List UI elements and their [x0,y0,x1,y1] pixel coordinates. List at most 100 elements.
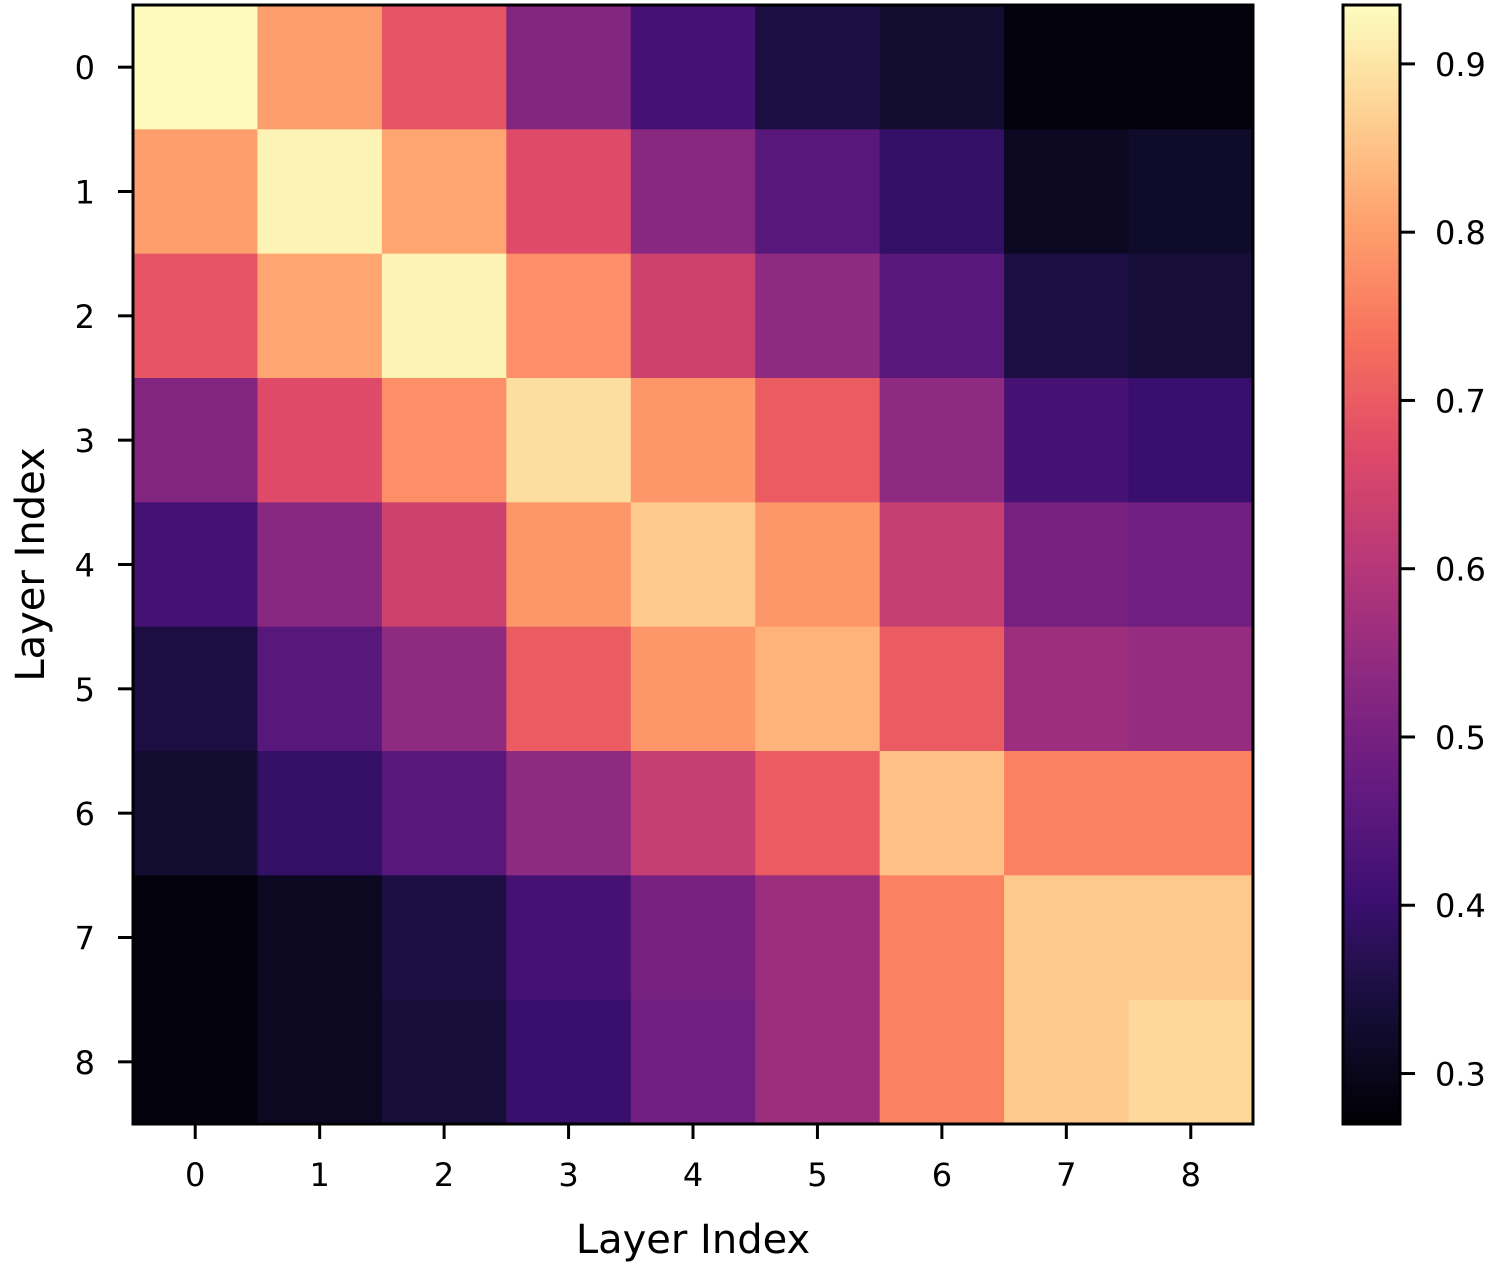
heatmap-cell-r2-c0 [133,253,259,379]
heatmap-cell-r5-c6 [879,626,1005,752]
heatmap-cell-r5-c0 [133,626,259,752]
heatmap-cell-r5-c5 [755,626,881,752]
y-tick-label: 5 [75,671,95,709]
colorbar [1343,5,1400,1124]
heatmap-cell-r6-c3 [506,751,632,876]
heatmap-cell-r3-c3 [506,378,632,503]
heatmap-cell-r4-c6 [879,502,1005,628]
colorbar-tick-label: 0.9 [1435,46,1486,84]
heatmap-cell-r0-c1 [257,5,383,130]
heatmap-cell-r2-c7 [1004,253,1130,379]
x-tick-label: 4 [683,1156,703,1194]
heatmap-cell-r5-c3 [506,626,632,752]
x-tick-label: 6 [932,1156,952,1194]
heatmap-cell-r4-c0 [133,502,259,628]
heatmap-cell-r7-c2 [381,875,507,1001]
heatmap-cell-r6-c6 [879,751,1005,876]
colorbar-frame [1341,3,1402,1126]
heatmap-cell-r8-c7 [1004,999,1130,1125]
heatmap-cells [133,5,1254,1125]
heatmap-cell-r2-c8 [1128,253,1254,379]
heatmap-cell-r5-c4 [630,626,756,752]
heatmap-cell-r1-c3 [506,129,632,255]
heatmap-cell-r7-c3 [506,875,632,1001]
y-tick-label: 8 [75,1044,95,1082]
x-tick-label: 7 [1056,1156,1076,1194]
heatmap-cell-r6-c8 [1128,751,1254,876]
heatmap-cell-r8-c2 [381,999,507,1125]
heatmap-cell-r1-c7 [1004,129,1130,255]
heatmap-cell-r8-c1 [257,999,383,1125]
heatmap-cell-r8-c3 [506,999,632,1125]
heatmap-cell-r2-c1 [257,253,383,379]
heatmap-cell-r3-c0 [133,378,259,503]
heatmap-cell-r8-c4 [630,999,756,1125]
heatmap-cell-r1-c8 [1128,129,1254,255]
heatmap-cell-r0-c4 [630,5,756,130]
heatmap-cell-r4-c8 [1128,502,1254,628]
y-axis-ticks: 0 1 2 3 4 5 6 7 8 [75,49,133,1082]
heatmap-cell-r6-c0 [133,751,259,876]
x-axis-ticks: 0 1 2 3 4 5 6 7 8 [185,1124,1201,1194]
colorbar-tick-label: 0.8 [1435,214,1486,252]
heatmap-cell-r3-c5 [755,378,881,503]
y-tick-label: 4 [75,547,95,585]
y-tick-label: 1 [75,174,95,212]
x-tick-label: 2 [434,1156,454,1194]
x-tick-label: 8 [1181,1156,1201,1194]
heatmap-cell-r6-c7 [1004,751,1130,876]
heatmap-cell-r0-c0 [133,5,259,130]
heatmap-cell-r7-c6 [879,875,1005,1001]
heatmap-cell-r3-c1 [257,378,383,503]
heatmap-cell-r1-c2 [381,129,507,255]
colorbar-tick-label: 0.3 [1435,1056,1486,1094]
heatmap-cell-r2-c5 [755,253,881,379]
heatmap-cell-r6-c2 [381,751,507,876]
heatmap-cell-r7-c5 [755,875,881,1001]
heatmap-cell-r7-c0 [133,875,259,1001]
heatmap-cell-r8-c8 [1128,999,1254,1125]
heatmap-cell-r7-c4 [630,875,756,1001]
heatmap-cell-r6-c4 [630,751,756,876]
colorbar-tick-label: 0.5 [1435,719,1486,757]
y-tick-label: 0 [75,49,95,87]
heatmap-cell-r1-c4 [630,129,756,255]
heatmap-cell-r5-c2 [381,626,507,752]
x-tick-label: 1 [309,1156,329,1194]
heatmap-cell-r0-c8 [1128,5,1254,130]
heatmap-cell-r2-c3 [506,253,632,379]
heatmap-cell-r7-c8 [1128,875,1254,1001]
colorbar-tick-label: 0.7 [1435,382,1486,420]
colorbar-ticks: 0.3 0.4 0.5 0.6 0.7 0.8 0.9 [1400,46,1486,1094]
y-axis-label: Layer Index [8,447,54,681]
heatmap-cell-r1-c5 [755,129,881,255]
heatmap-cell-r3-c6 [879,378,1005,503]
colorbar-tick-label: 0.4 [1435,887,1486,925]
heatmap-cell-r1-c1 [257,129,383,255]
heatmap-cell-r7-c1 [257,875,383,1001]
heatmap-cell-r4-c7 [1004,502,1130,628]
colorbar-tick-label: 0.6 [1435,551,1486,589]
heatmap-cell-r8-c0 [133,999,259,1125]
heatmap-cell-r4-c5 [755,502,881,628]
heatmap-cell-r4-c4 [630,502,756,628]
heatmap-cell-r6-c1 [257,751,383,876]
heatmap-cell-r4-c3 [506,502,632,628]
y-tick-label: 2 [75,298,95,336]
heatmap-cell-r8-c6 [879,999,1005,1125]
heatmap-cell-r1-c6 [879,129,1005,255]
heatmap-cell-r1-c0 [133,129,259,255]
heatmap-cell-r6-c5 [755,751,881,876]
heatmap-cell-r0-c5 [755,5,881,130]
heatmap-cell-r2-c4 [630,253,756,379]
heatmap-cell-r2-c2 [381,253,507,379]
heatmap-cell-r7-c7 [1004,875,1130,1001]
heatmap-cell-r4-c1 [257,502,383,628]
heatmap-cell-r0-c3 [506,5,632,130]
heatmap-cell-r5-c7 [1004,626,1130,752]
heatmap-cell-r0-c6 [879,5,1005,130]
heatmap-cell-r8-c5 [755,999,881,1125]
heatmap-cell-r2-c6 [879,253,1005,379]
heatmap-cell-r4-c2 [381,502,507,628]
